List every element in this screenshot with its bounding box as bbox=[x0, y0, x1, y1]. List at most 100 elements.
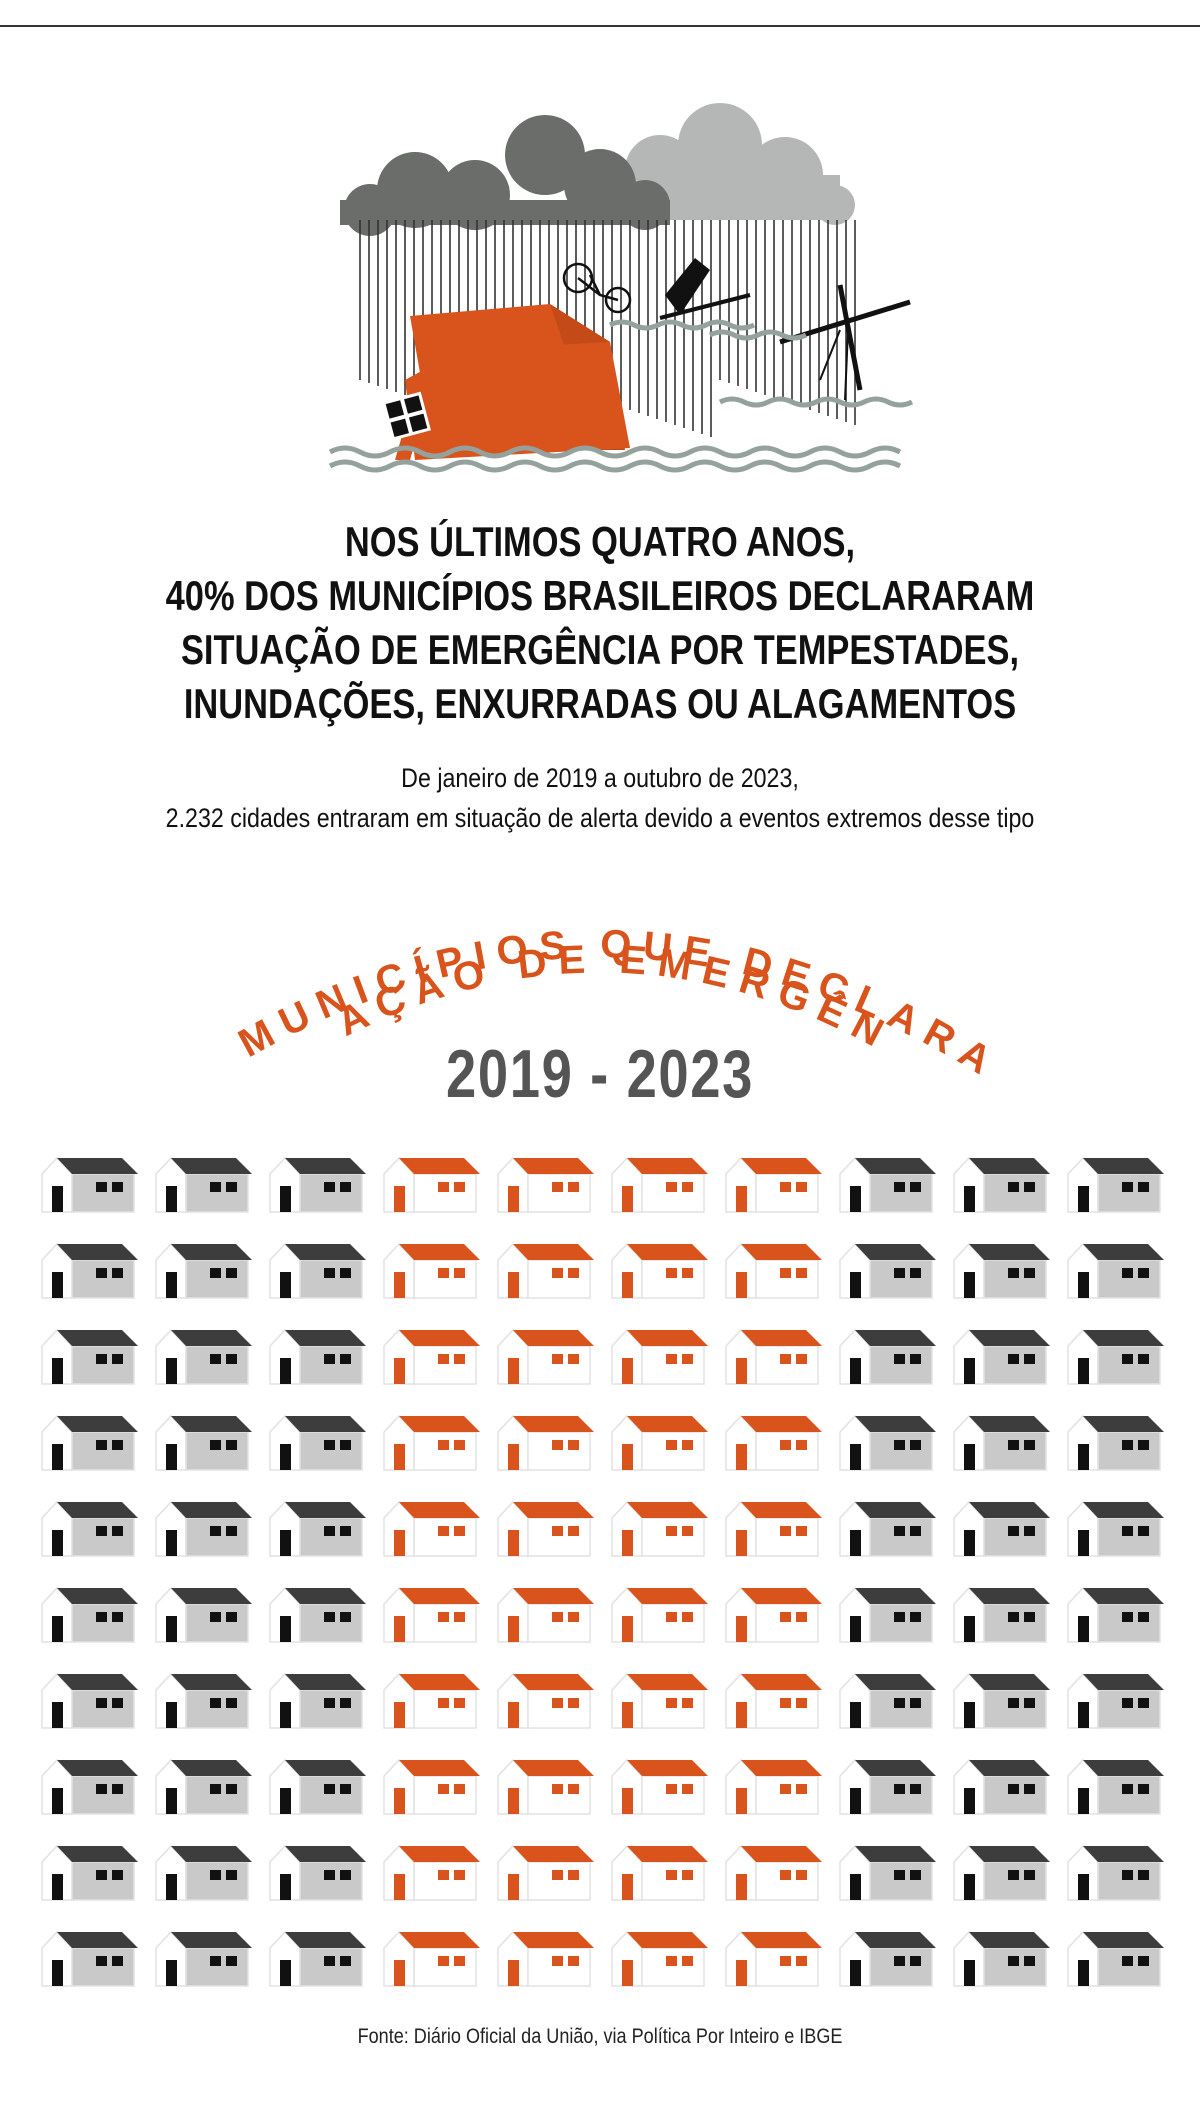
house-highlighted-icon bbox=[497, 1414, 594, 1471]
house-icon bbox=[155, 1930, 252, 1987]
subhead-line-2: 2.232 cidades entraram em situação de al… bbox=[165, 803, 1035, 833]
house-highlighted-icon bbox=[383, 1672, 480, 1729]
house-icon bbox=[953, 1672, 1050, 1729]
house-highlighted-icon bbox=[497, 1156, 594, 1213]
house-icon bbox=[269, 1758, 366, 1815]
house-highlighted-icon bbox=[725, 1930, 822, 1987]
house-highlighted-icon bbox=[725, 1156, 822, 1213]
house-highlighted-icon bbox=[611, 1156, 708, 1213]
house-highlighted-icon bbox=[611, 1844, 708, 1901]
house-highlighted-icon bbox=[611, 1586, 708, 1643]
house-icon bbox=[41, 1328, 138, 1385]
house-icon bbox=[41, 1242, 138, 1299]
headline-line-4: INUNDAÇÕES, ENXURRADAS OU ALAGAMENTOS bbox=[183, 680, 1017, 727]
house-icon bbox=[953, 1930, 1050, 1987]
headline-line-2: 40% DOS MUNICÍPIOS BRASILEIROS DECLARARA… bbox=[165, 572, 1035, 619]
years-label: 2019 - 2023 bbox=[446, 1036, 754, 1112]
flood-illustration bbox=[328, 103, 914, 473]
house-highlighted-icon bbox=[725, 1844, 822, 1901]
house-tilted-icon bbox=[382, 304, 630, 460]
house-icon bbox=[1067, 1672, 1164, 1729]
arc-title: % DE MUNICÍPIOS QUE DECLARARAM SITUAÇÃO … bbox=[150, 860, 997, 1080]
house-highlighted-icon bbox=[725, 1414, 822, 1471]
house-icon bbox=[41, 1414, 138, 1471]
house-icon bbox=[155, 1844, 252, 1901]
house-icon bbox=[953, 1414, 1050, 1471]
house-icon bbox=[1067, 1758, 1164, 1815]
house-highlighted-icon bbox=[383, 1414, 480, 1471]
house-icon bbox=[269, 1328, 366, 1385]
house-icon bbox=[269, 1414, 366, 1471]
house-highlighted-icon bbox=[497, 1758, 594, 1815]
house-icon bbox=[839, 1414, 936, 1471]
house-icon bbox=[269, 1930, 366, 1987]
house-icon bbox=[839, 1328, 936, 1385]
house-icon bbox=[41, 1500, 138, 1557]
house-icon bbox=[839, 1930, 936, 1987]
house-icon bbox=[41, 1844, 138, 1901]
house-icon bbox=[953, 1242, 1050, 1299]
house-icon bbox=[155, 1672, 252, 1729]
house-icon bbox=[155, 1500, 252, 1557]
house-highlighted-icon bbox=[383, 1758, 480, 1815]
house-highlighted-icon bbox=[611, 1328, 708, 1385]
house-highlighted-icon bbox=[497, 1242, 594, 1299]
house-icon bbox=[1067, 1500, 1164, 1557]
house-icon bbox=[155, 1758, 252, 1815]
house-icon bbox=[839, 1242, 936, 1299]
house-icon bbox=[1067, 1156, 1164, 1213]
house-icon bbox=[155, 1242, 252, 1299]
house-icon bbox=[1067, 1930, 1164, 1987]
house-pictogram-grid bbox=[41, 1156, 1164, 1987]
house-highlighted-icon bbox=[383, 1328, 480, 1385]
house-highlighted-icon bbox=[383, 1242, 480, 1299]
house-icon bbox=[953, 1844, 1050, 1901]
house-icon bbox=[839, 1156, 936, 1213]
house-highlighted-icon bbox=[383, 1500, 480, 1557]
house-icon bbox=[1067, 1414, 1164, 1471]
house-highlighted-icon bbox=[611, 1930, 708, 1987]
house-highlighted-icon bbox=[383, 1844, 480, 1901]
house-highlighted-icon bbox=[497, 1672, 594, 1729]
house-highlighted-icon bbox=[497, 1586, 594, 1643]
house-icon bbox=[269, 1672, 366, 1729]
house-highlighted-icon bbox=[611, 1242, 708, 1299]
house-highlighted-icon bbox=[497, 1328, 594, 1385]
house-highlighted-icon bbox=[611, 1500, 708, 1557]
house-highlighted-icon bbox=[383, 1156, 480, 1213]
water-waves bbox=[328, 319, 914, 473]
house-icon bbox=[839, 1672, 936, 1729]
house-icon bbox=[839, 1758, 936, 1815]
house-icon bbox=[269, 1586, 366, 1643]
house-highlighted-icon bbox=[725, 1500, 822, 1557]
house-icon bbox=[41, 1930, 138, 1987]
house-highlighted-icon bbox=[383, 1586, 480, 1643]
house-highlighted-icon bbox=[611, 1414, 708, 1471]
house-icon bbox=[155, 1414, 252, 1471]
bicycle-icon bbox=[562, 262, 632, 314]
house-highlighted-icon bbox=[497, 1844, 594, 1901]
house-icon bbox=[269, 1242, 366, 1299]
house-highlighted-icon bbox=[611, 1758, 708, 1815]
house-highlighted-icon bbox=[725, 1672, 822, 1729]
house-icon bbox=[41, 1586, 138, 1643]
floating-debris-icon bbox=[665, 258, 710, 315]
house-icon bbox=[839, 1844, 936, 1901]
house-icon bbox=[269, 1156, 366, 1213]
house-icon bbox=[155, 1586, 252, 1643]
house-icon bbox=[953, 1328, 1050, 1385]
house-icon bbox=[839, 1500, 936, 1557]
house-icon bbox=[1067, 1844, 1164, 1901]
house-highlighted-icon bbox=[725, 1586, 822, 1643]
house-icon bbox=[269, 1844, 366, 1901]
house-icon bbox=[953, 1758, 1050, 1815]
house-icon bbox=[1067, 1586, 1164, 1643]
headline-line-3: SITUAÇÃO DE EMERGÊNCIA POR TEMPESTADES, bbox=[180, 626, 1020, 673]
house-highlighted-icon bbox=[611, 1672, 708, 1729]
house-highlighted-icon bbox=[497, 1930, 594, 1987]
house-icon bbox=[839, 1586, 936, 1643]
cloud-dark-icon bbox=[340, 115, 670, 236]
house-icon bbox=[953, 1586, 1050, 1643]
house-icon bbox=[1067, 1242, 1164, 1299]
house-icon bbox=[953, 1156, 1050, 1213]
